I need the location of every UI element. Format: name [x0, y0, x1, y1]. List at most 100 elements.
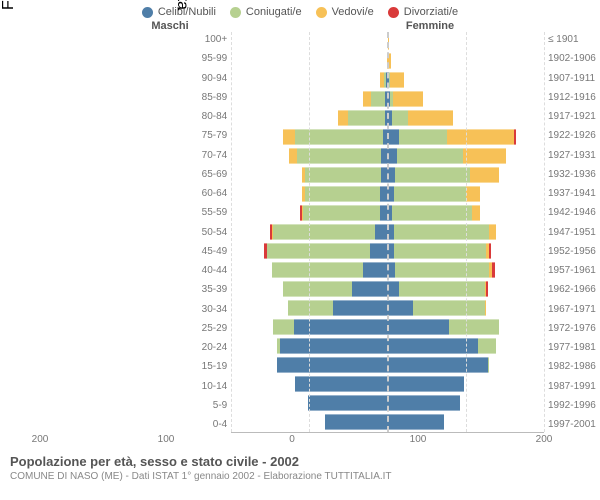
bar-seg-con: [305, 186, 380, 202]
bar-seg-ved: [393, 91, 423, 107]
bar-seg-cel: [294, 319, 388, 335]
bars-container: [231, 32, 544, 432]
bar-seg-con: [273, 224, 375, 240]
y-axis-age: 100+95-9990-9485-8980-8475-7970-7465-696…: [191, 32, 231, 432]
grid-line: [466, 32, 467, 432]
age-label: 60-64: [191, 188, 227, 199]
birth-label: 1967-1971: [548, 304, 600, 315]
bar-seg-cel: [352, 281, 388, 297]
plot-area: Fasce di età Anni di nascita 100+95-9990…: [0, 32, 600, 432]
age-label: 45-49: [191, 246, 227, 257]
age-label: 40-44: [191, 265, 227, 276]
bar-seg-cel: [388, 129, 399, 145]
grid-line: [231, 32, 232, 432]
birth-label: 1947-1951: [548, 227, 600, 238]
bar-seg-con: [305, 167, 382, 183]
bar-seg-cel: [333, 300, 388, 316]
header-male: Maschi: [0, 20, 300, 32]
bar-seg-cel: [277, 357, 388, 373]
bar-seg-con: [397, 148, 463, 164]
age-label: 25-29: [191, 323, 227, 334]
bar-seg-div: [489, 243, 491, 259]
bar-seg-con: [395, 167, 470, 183]
bar-seg-div: [486, 281, 488, 297]
bar-seg-ved: [466, 186, 480, 202]
legend-label: Divorziati/e: [404, 6, 458, 18]
age-label: 35-39: [191, 284, 227, 295]
birth-label: 1952-1956: [548, 246, 600, 257]
bar-seg-ved: [338, 110, 347, 126]
x-tick: 200: [32, 434, 49, 445]
birth-label: 1977-1981: [548, 342, 600, 353]
bar-seg-con: [267, 243, 370, 259]
bar-seg-cel: [388, 262, 396, 278]
bar-seg-con: [395, 262, 489, 278]
center-line: [387, 32, 389, 432]
bar-seg-cel: [280, 338, 388, 354]
bar-seg-con: [413, 300, 485, 316]
x-tick: 0: [289, 434, 295, 445]
bar-seg-ved: [289, 148, 297, 164]
bar-seg-div: [492, 262, 495, 278]
age-label: 0-4: [191, 419, 227, 430]
bar-seg-ved: [363, 91, 371, 107]
bar-seg-con: [273, 319, 293, 335]
bar-seg-ved: [472, 205, 480, 221]
bar-seg-cel: [388, 167, 396, 183]
bar-seg-con: [348, 110, 386, 126]
bar-seg-con: [371, 91, 385, 107]
x-tick: 100: [158, 434, 175, 445]
birth-label: 1912-1916: [548, 92, 600, 103]
age-label: 85-89: [191, 92, 227, 103]
caption: Popolazione per età, sesso e stato civil…: [0, 448, 600, 482]
age-label: 50-54: [191, 227, 227, 238]
bar-seg-ved: [470, 167, 498, 183]
bar-seg-cel: [388, 414, 444, 430]
age-label: 65-69: [191, 169, 227, 180]
age-label: 15-19: [191, 361, 227, 372]
age-label: 30-34: [191, 304, 227, 315]
age-label: 55-59: [191, 207, 227, 218]
bar-seg-cel: [308, 395, 388, 411]
bar-seg-con: [392, 110, 408, 126]
bar-seg-cel: [388, 395, 460, 411]
birth-label: 1907-1911: [548, 73, 600, 84]
age-label: 70-74: [191, 150, 227, 161]
bar-seg-div: [514, 129, 516, 145]
y-axis-birth: ≤ 19011902-19061907-19111912-19161917-19…: [544, 32, 600, 432]
bar-seg-con: [394, 224, 489, 240]
x-ticks: 2001000100200: [40, 434, 544, 448]
bar-seg-ved: [408, 110, 453, 126]
age-label: 5-9: [191, 400, 227, 411]
age-label: 75-79: [191, 130, 227, 141]
bar-seg-con: [283, 281, 352, 297]
birth-label: 1902-1906: [548, 53, 600, 64]
bar-seg-con: [449, 319, 499, 335]
bar-seg-con: [488, 357, 490, 373]
birth-label: 1982-1986: [548, 361, 600, 372]
bar-seg-con: [399, 129, 447, 145]
x-tick: 200: [536, 434, 553, 445]
bar-seg-cel: [388, 319, 449, 335]
age-label: 20-24: [191, 342, 227, 353]
bar-seg-con: [394, 186, 466, 202]
age-label: 95-99: [191, 53, 227, 64]
caption-subtitle: COMUNE DI NASO (ME) - Dati ISTAT 1° genn…: [10, 471, 590, 482]
birth-label: 1987-1991: [548, 381, 600, 392]
bar-seg-con: [303, 205, 380, 221]
bar-seg-ved: [390, 72, 404, 88]
bar-seg-ved: [485, 300, 486, 316]
birth-label: 1972-1976: [548, 323, 600, 334]
bar-seg-con: [394, 243, 486, 259]
x-tick: 100: [410, 434, 427, 445]
bar-seg-ved: [283, 129, 296, 145]
bar-seg-con: [392, 205, 472, 221]
age-label: 10-14: [191, 381, 227, 392]
grid-line: [309, 32, 310, 432]
bar-seg-ved: [489, 224, 495, 240]
population-pyramid-chart: Celibi/NubiliConiugati/eVedovi/eDivorzia…: [0, 0, 600, 500]
bar-seg-cel: [388, 281, 399, 297]
bar-seg-cel: [325, 414, 388, 430]
birth-label: 1932-1936: [548, 169, 600, 180]
age-label: 100+: [191, 34, 227, 45]
